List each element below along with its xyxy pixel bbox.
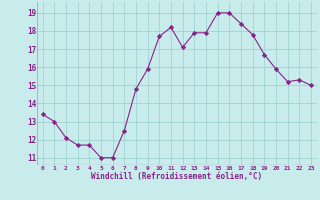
X-axis label: Windchill (Refroidissement éolien,°C): Windchill (Refroidissement éolien,°C) [91, 172, 262, 181]
